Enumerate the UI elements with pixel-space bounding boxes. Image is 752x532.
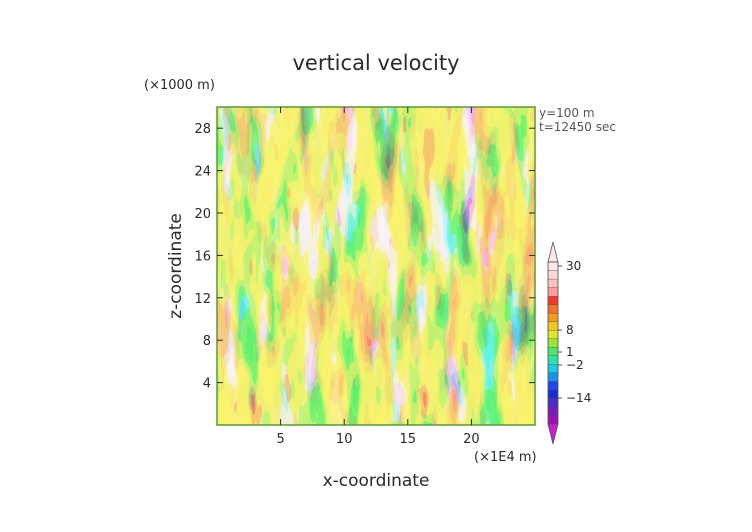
x-tick-label: 20 <box>463 432 480 447</box>
y-tick-label: 4 <box>203 377 211 392</box>
annotation-t: t=12450 sec <box>539 120 616 134</box>
heatmap-field <box>217 107 535 425</box>
x-axis-ticks: 5 10 15 20 <box>276 107 480 447</box>
chart-title: vertical velocity <box>292 51 459 75</box>
colorbar-segment <box>547 389 559 399</box>
colorbar-segment <box>547 270 559 280</box>
colorbar <box>547 241 559 445</box>
colorbar-bottom-arrow <box>547 423 559 445</box>
colorbar-segment <box>547 304 559 314</box>
y-tick-label: 20 <box>194 207 211 222</box>
colorbar-segment <box>547 381 559 391</box>
colorbar-segment <box>547 355 559 365</box>
colorbar-frame <box>547 261 559 425</box>
colorbar-segment <box>547 261 559 271</box>
y-tick-label: 12 <box>194 292 211 307</box>
colorbar-segment <box>547 338 559 348</box>
colorbar-label: 30 <box>566 259 581 273</box>
colorbar-segment <box>547 398 559 408</box>
colorbar-segment <box>547 313 559 322</box>
x-axis-title: x-coordinate <box>323 471 430 491</box>
colorbar-segment <box>547 278 559 288</box>
plot-frame <box>216 106 536 426</box>
x-tick-label: 15 <box>400 432 417 447</box>
colorbar-segment <box>547 364 559 373</box>
y-axis-ticks: 4 8 12 16 20 24 28 <box>194 122 535 392</box>
colorbar-segment <box>547 321 559 331</box>
y-tick-label: 24 <box>194 165 211 180</box>
colorbar-segment <box>547 330 559 339</box>
colorbar-segment <box>547 406 559 416</box>
y-tick-label: 16 <box>194 249 211 264</box>
colorbar-segment <box>547 287 559 297</box>
colorbar-label: −2 <box>566 358 584 372</box>
y-axis-title: z-coordinate <box>166 213 186 319</box>
colorbar-top-arrow <box>547 241 559 263</box>
colorbar-segment <box>547 347 559 356</box>
colorbar-label: 8 <box>566 323 574 337</box>
colorbar-label: −14 <box>566 391 591 405</box>
x-axis-unit: (×1E4 m) <box>474 450 537 465</box>
colorbar-label: 1 <box>566 345 574 359</box>
colorbar-segment <box>547 372 559 382</box>
x-tick-label: 5 <box>276 432 284 447</box>
annotation-y: y=100 m <box>539 106 595 120</box>
y-axis-unit: (×1000 m) <box>144 78 215 93</box>
y-tick-label: 8 <box>203 334 211 349</box>
x-tick-label: 10 <box>336 432 353 447</box>
colorbar-segment <box>547 415 559 425</box>
colorbar-labels: 30 8 1−2 −14 <box>558 259 591 405</box>
y-tick-label: 28 <box>194 122 211 137</box>
colorbar-segment <box>547 295 559 305</box>
